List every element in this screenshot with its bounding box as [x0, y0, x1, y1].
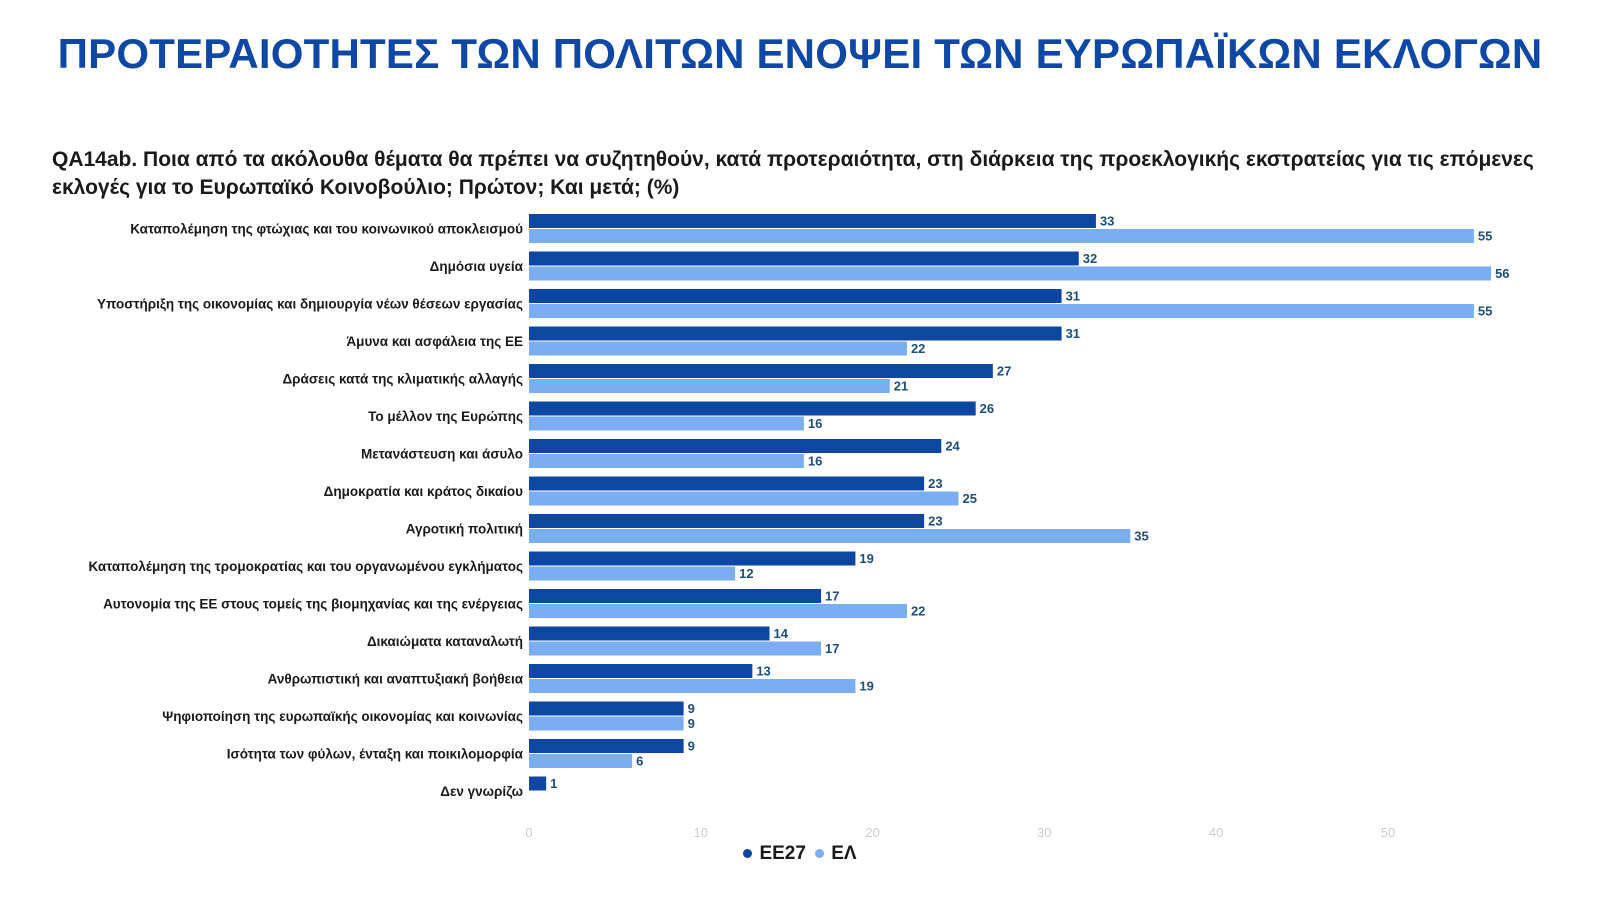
bar-el: [529, 379, 890, 393]
bar-el: [529, 491, 959, 506]
legend-item-eu27: ΕΕ27: [743, 842, 806, 865]
value-label-eu27: 24: [945, 439, 960, 454]
value-label-el: 56: [1495, 266, 1509, 281]
bar-eu27: [529, 439, 942, 453]
value-label-eu27: 31: [1066, 326, 1080, 341]
bar-eu27: [529, 289, 1062, 303]
value-label-el: 55: [1478, 304, 1492, 319]
category-label: Ψηφιοποίηση της ευρωπαϊκής οικονομίας κα…: [162, 709, 523, 724]
value-label-el: 25: [963, 491, 977, 506]
legend-swatch-el: [815, 849, 825, 858]
category-label: Αγροτική πολιτική: [406, 522, 523, 537]
value-label-eu27: 19: [859, 551, 873, 566]
value-label-eu27: 13: [756, 664, 770, 679]
value-label-eu27: 31: [1066, 289, 1080, 304]
bar-el: [529, 641, 822, 656]
bar-el: [529, 529, 1131, 543]
bar-el: [529, 716, 684, 731]
bar-eu27: [529, 364, 993, 378]
bar-el: [529, 304, 1474, 318]
value-label-el: 21: [894, 379, 908, 394]
bar-el: [529, 679, 856, 693]
legend-label-eu27: ΕΕ27: [759, 842, 806, 864]
bar-eu27: [529, 251, 1079, 266]
x-tick-label: 0: [525, 825, 532, 840]
value-label-eu27: 14: [774, 626, 789, 641]
category-label: Δικαιώματα καταναλωτή: [367, 634, 523, 649]
value-label-eu27: 26: [980, 401, 994, 416]
value-label-el: 22: [911, 604, 925, 619]
bar-eu27: [529, 326, 1062, 341]
category-label: Δράσεις κατά της κλιματικής αλλαγής: [282, 372, 523, 387]
bar-eu27: [529, 551, 856, 566]
value-label-eu27: 9: [688, 739, 695, 754]
bar-eu27: [529, 776, 547, 791]
value-label-eu27: 23: [928, 514, 942, 529]
category-label: Υποστήριξη της οικονομίας και δημιουργία…: [97, 297, 523, 312]
bar-el: [529, 566, 736, 581]
value-label-el: 19: [859, 679, 873, 694]
value-label-eu27: 33: [1100, 214, 1114, 229]
category-label: Δημοκρατία και κράτος δικαίου: [324, 484, 523, 499]
category-label: Δεν γνωρίζω: [440, 784, 523, 799]
value-label-eu27: 1: [550, 776, 557, 791]
legend-label-el: ΕΛ: [831, 842, 857, 864]
value-label-eu27: 23: [928, 476, 942, 491]
category-label: Καταπολέμηση της τρομοκρατίας και του ορ…: [88, 559, 523, 574]
category-label: Το μέλλον της Ευρώπης: [368, 409, 523, 424]
x-tick-label: 30: [1037, 825, 1051, 840]
value-label-eu27: 9: [688, 701, 695, 716]
bar-el: [529, 604, 907, 618]
legend-swatch-eu27: [743, 849, 753, 858]
value-label-el: 16: [808, 454, 822, 469]
x-tick-label: 10: [694, 825, 708, 840]
bar-el: [529, 754, 633, 768]
value-label-el: 16: [808, 416, 822, 431]
legend-item-el: ΕΛ: [815, 842, 857, 865]
chart-legend: ΕΕ27 ΕΛ: [0, 842, 1600, 865]
bar-el: [529, 266, 1492, 281]
bar-eu27: [529, 701, 684, 716]
value-label-eu27: 27: [997, 364, 1011, 379]
value-label-el: 12: [739, 566, 753, 581]
bar-eu27: [529, 476, 925, 491]
category-label: Δημόσια υγεία: [430, 259, 524, 274]
category-label: Μετανάστευση και άσυλο: [361, 447, 523, 462]
bar-el: [529, 416, 804, 431]
bar-eu27: [529, 739, 684, 753]
value-label-el: 55: [1478, 229, 1492, 244]
value-label-el: 6: [636, 754, 643, 769]
value-label-el: 9: [688, 716, 695, 731]
x-tick-label: 40: [1209, 825, 1223, 840]
x-tick-label: 50: [1381, 825, 1395, 840]
category-label: Ισότητα των φύλων, ένταξη και ποικιλομορ…: [227, 747, 524, 762]
category-label: Άμυνα και ασφάλεια της ΕΕ: [346, 334, 523, 349]
bar-el: [529, 454, 804, 468]
value-label-eu27: 32: [1083, 251, 1097, 266]
category-label: Καταπολέμηση της φτώχιας και του κοινωνι…: [130, 222, 523, 237]
bar-el: [529, 341, 907, 356]
bar-el: [529, 229, 1474, 243]
bar-eu27: [529, 626, 770, 641]
bar-eu27: [529, 664, 753, 678]
bar-eu27: [529, 514, 925, 528]
value-label-el: 22: [911, 341, 925, 356]
bar-eu27: [529, 214, 1096, 228]
value-label-eu27: 17: [825, 589, 839, 604]
value-label-el: 17: [825, 641, 839, 656]
bar-eu27: [529, 589, 822, 603]
value-label-el: 35: [1134, 529, 1148, 544]
bar-eu27: [529, 401, 976, 416]
category-label: Ανθρωπιστική και αναπτυξιακή βοήθεια: [268, 672, 524, 687]
x-tick-label: 20: [865, 825, 879, 840]
page-title: ΠΡΟΤΕΡΑΙΟΤΗΤΕΣ ΤΩΝ ΠΟΛΙΤΩΝ ΕΝΟΨΕΙ ΤΩΝ ΕΥ…: [57, 30, 1543, 77]
question-text: QA14ab. Ποια από τα ακόλουθα θέματα θα π…: [52, 148, 1534, 199]
category-label: Αυτονομία της ΕΕ στους τομείς της βιομηχ…: [103, 597, 523, 612]
